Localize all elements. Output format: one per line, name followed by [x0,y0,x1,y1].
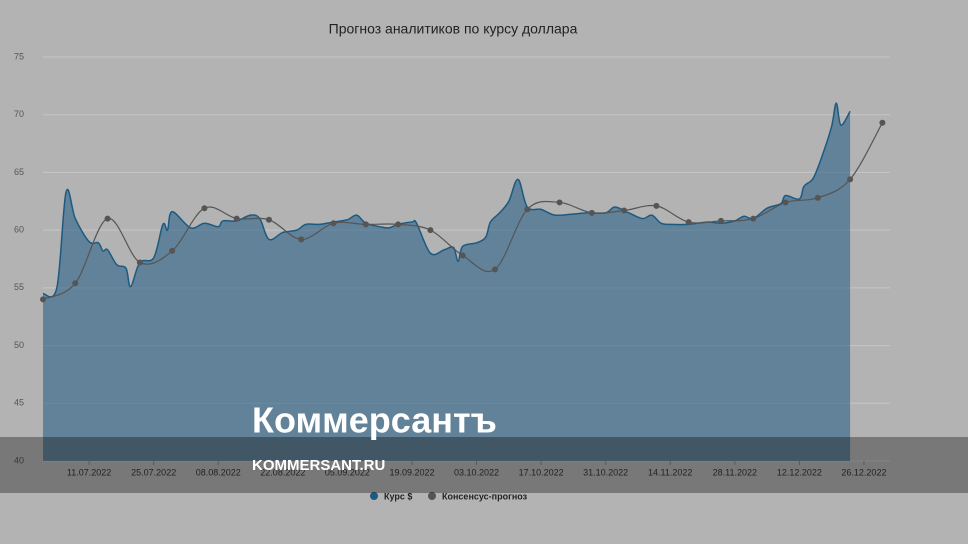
point [556,199,563,206]
y-tick-label: 75 [14,51,24,61]
x-tick-label: 17.10.2022 [519,467,564,477]
legend-label: Консенсус-прогноз [442,491,528,501]
point [233,215,240,222]
point [104,215,111,222]
point [362,221,369,228]
legend-marker [370,492,378,500]
point [685,219,692,226]
y-tick-label: 65 [14,167,24,177]
area [43,103,851,461]
point [136,259,143,266]
y-tick-label: 40 [14,455,24,465]
x-tick-label: 25.07.2022 [131,467,176,477]
x-tick-label: 08.08.2022 [196,467,241,477]
x-tick-label: 14.11.2022 [648,467,692,477]
x-tick-label: 11.07.2022 [67,467,111,477]
watermark-url: KOMMERSANT.RU [252,457,385,474]
point [491,266,498,273]
x-tick-label: 22.08.2022 [260,467,305,477]
x-tick-label: 28.11.2022 [713,467,757,477]
point [72,280,79,287]
point [169,247,176,254]
point [524,206,531,213]
y-tick-label: 70 [14,109,24,119]
point [782,199,789,206]
chart-title: Прогноз аналитиков по курсу доллара [329,21,578,37]
point [459,252,466,259]
point [814,194,821,201]
point [40,296,46,303]
point [298,236,305,243]
x-tick-label: 05.09.2022 [325,467,370,477]
point [265,216,272,223]
point [330,220,337,227]
point [750,215,757,222]
point [653,202,660,209]
y-tick-label: 55 [14,282,24,292]
point [588,209,595,216]
x-tick-label: 03.10.2022 [454,467,499,477]
watermark-band [0,437,968,493]
point [201,205,208,212]
watermark-logo: Коммерсантъ [252,400,497,441]
x-tick-label: 31.10.2022 [583,467,628,477]
point [717,217,724,224]
point [879,119,886,126]
y-tick-label: 45 [14,398,24,408]
point [621,207,628,214]
x-tick-label: 12.12.2022 [777,467,822,477]
point [427,227,434,234]
y-tick-label: 60 [14,225,24,235]
legend-label: Курс $ [384,491,412,501]
y-tick-label: 50 [14,340,24,350]
point [395,221,402,228]
x-tick-label: 19.09.2022 [389,467,434,477]
point [847,176,854,183]
line [42,102,851,298]
x-tick-label: 26.12.2022 [841,467,886,477]
legend-marker [428,492,436,500]
